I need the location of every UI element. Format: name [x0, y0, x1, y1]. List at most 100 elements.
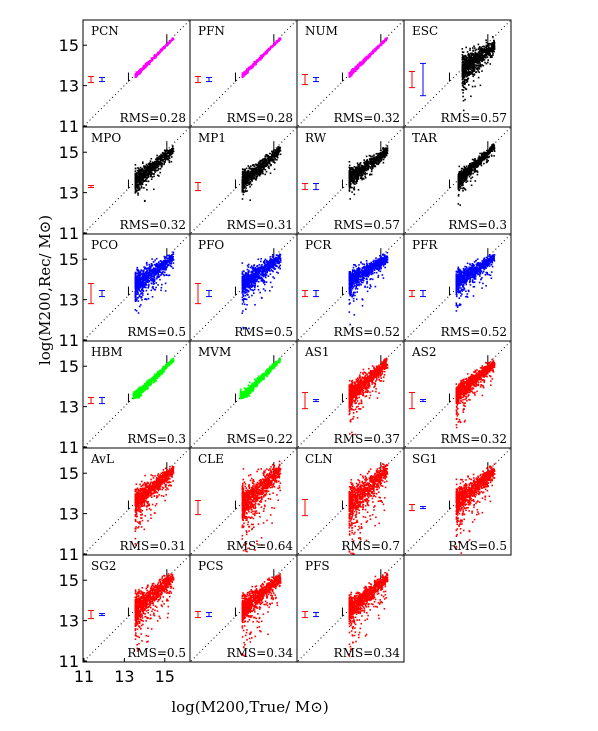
data-point	[164, 155, 166, 158]
data-point	[162, 154, 164, 157]
data-point	[465, 58, 468, 61]
data-point	[160, 158, 163, 161]
data-point	[141, 170, 143, 172]
data-point	[485, 62, 488, 65]
y-tick-label: 15	[59, 143, 79, 162]
data-point	[364, 173, 366, 175]
data-point	[270, 157, 273, 160]
data-point	[477, 48, 480, 50]
data-point	[265, 170, 268, 173]
data-point	[134, 181, 137, 183]
data-point	[137, 192, 139, 195]
data-point	[247, 66, 250, 69]
data-point	[268, 161, 270, 164]
data-point	[255, 179, 257, 181]
data-point	[146, 176, 148, 178]
data-point	[136, 189, 139, 191]
data-point	[146, 165, 149, 167]
red-errorbar	[302, 183, 308, 191]
data-point	[162, 153, 165, 155]
data-point	[266, 50, 268, 52]
data-point	[160, 48, 163, 51]
data-point	[139, 166, 142, 169]
data-point	[159, 48, 162, 51]
data-point	[365, 58, 367, 60]
data-point	[142, 179, 145, 181]
data-point	[169, 151, 171, 154]
data-point	[481, 64, 483, 66]
data-point	[241, 191, 244, 193]
data-point	[464, 58, 466, 60]
data-point	[463, 68, 466, 70]
data-point	[371, 167, 374, 169]
data-point	[170, 39, 172, 42]
data-point	[478, 65, 480, 67]
data-point	[247, 171, 250, 174]
data-point	[134, 167, 137, 170]
data-point	[462, 89, 465, 91]
data-point	[489, 54, 491, 57]
data-point	[171, 156, 173, 158]
data-point	[462, 168, 465, 171]
data-point	[164, 158, 167, 160]
data-point	[480, 51, 482, 54]
data-point	[162, 46, 165, 49]
data-point	[152, 173, 154, 175]
data-point	[241, 186, 244, 188]
data-point	[382, 161, 385, 164]
data-point	[259, 169, 261, 172]
data-point	[142, 162, 144, 165]
data-point	[461, 73, 464, 76]
data-point	[385, 147, 388, 150]
data-point	[262, 160, 265, 163]
data-point	[463, 64, 465, 66]
data-point	[469, 63, 471, 66]
data-point	[476, 68, 479, 70]
data-point	[472, 70, 475, 73]
data-point	[472, 69, 474, 71]
data-point	[164, 45, 166, 47]
data-point	[472, 53, 475, 55]
data-point	[363, 163, 366, 165]
data-point	[470, 63, 473, 66]
data-point	[277, 153, 279, 155]
data-point	[469, 47, 471, 50]
data-point	[375, 161, 378, 164]
data-point	[158, 161, 161, 164]
data-point	[469, 72, 471, 75]
data-point	[149, 167, 152, 170]
data-point	[468, 68, 471, 70]
data-point	[153, 164, 156, 166]
data-point	[264, 173, 266, 176]
data-point	[247, 181, 249, 183]
data-point	[348, 179, 351, 182]
data-point	[266, 160, 268, 162]
data-point	[135, 174, 138, 177]
data-point	[381, 154, 383, 156]
data-point	[166, 158, 168, 161]
data-point	[146, 188, 148, 191]
data-point	[473, 54, 475, 57]
data-point	[167, 43, 170, 45]
data-point	[380, 149, 382, 152]
data-point	[358, 170, 360, 173]
data-point	[246, 190, 248, 192]
data-point	[383, 148, 386, 150]
data-point	[463, 70, 465, 72]
data-point	[483, 45, 485, 48]
data-point	[134, 190, 137, 193]
data-point	[145, 163, 148, 166]
data-point	[473, 74, 476, 76]
data-point	[142, 172, 145, 174]
data-point	[141, 177, 144, 179]
data-point	[153, 169, 155, 172]
data-point	[476, 170, 479, 172]
data-point	[351, 191, 353, 193]
data-point	[263, 165, 265, 167]
data-point	[485, 46, 487, 49]
data-point	[473, 63, 475, 66]
data-point	[244, 169, 246, 172]
data-point	[369, 158, 371, 161]
